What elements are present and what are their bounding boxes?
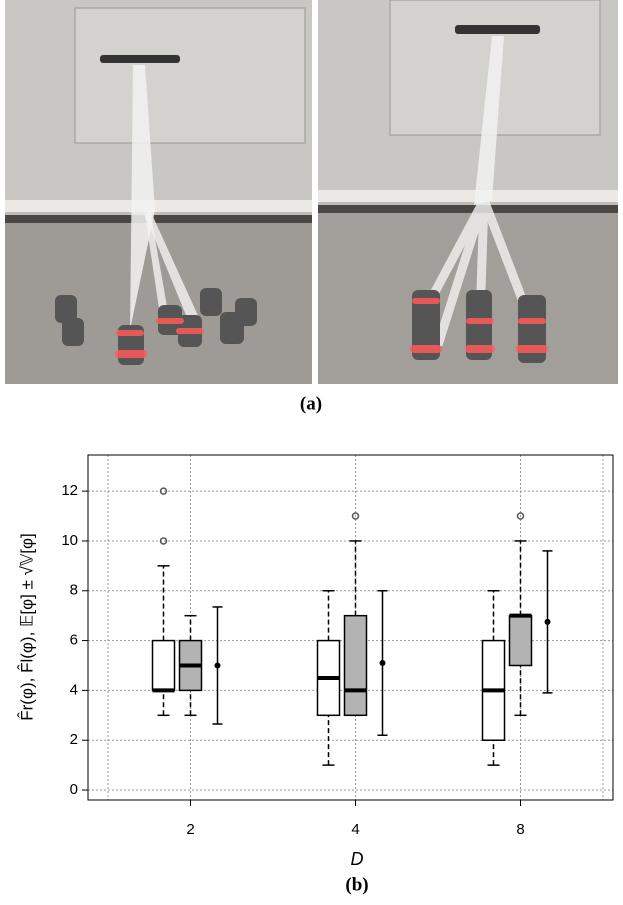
photo-left <box>5 0 312 384</box>
caption: (b) <box>345 874 368 895</box>
outlier <box>351 512 360 520</box>
outlier <box>516 512 525 520</box>
y-tick-label: 6 <box>70 632 78 649</box>
plot-frame <box>87 454 614 801</box>
mean-point <box>379 659 386 666</box>
outlier <box>159 537 168 545</box>
box <box>151 639 176 692</box>
y-tick-label: 2 <box>70 731 78 748</box>
box <box>508 614 533 667</box>
box <box>343 614 368 717</box>
mean-point <box>214 662 221 669</box>
mean-point <box>544 618 551 625</box>
x-tick-label: 8 <box>516 821 524 838</box>
outlier <box>159 487 168 495</box>
x-tick-label: 2 <box>186 821 194 838</box>
y-tick-label: 10 <box>61 532 78 549</box>
photo-right <box>318 0 618 384</box>
y-tick-label: 8 <box>70 582 78 599</box>
y-tick-label: 4 <box>70 681 78 698</box>
x-tick-label: 4 <box>351 821 359 838</box>
y-tick-label: 12 <box>61 482 78 499</box>
caption: (a) <box>300 393 322 414</box>
x-axis-label: D <box>351 849 364 869</box>
y-tick-label: 0 <box>70 781 78 798</box>
y-axis-label: F̂r(φ), F̂l(φ), 𝔼[φ] ± √𝕍[φ] <box>17 533 37 721</box>
plot: 0 2 4 6 8 10 12 2 4 8 <box>61 454 614 838</box>
